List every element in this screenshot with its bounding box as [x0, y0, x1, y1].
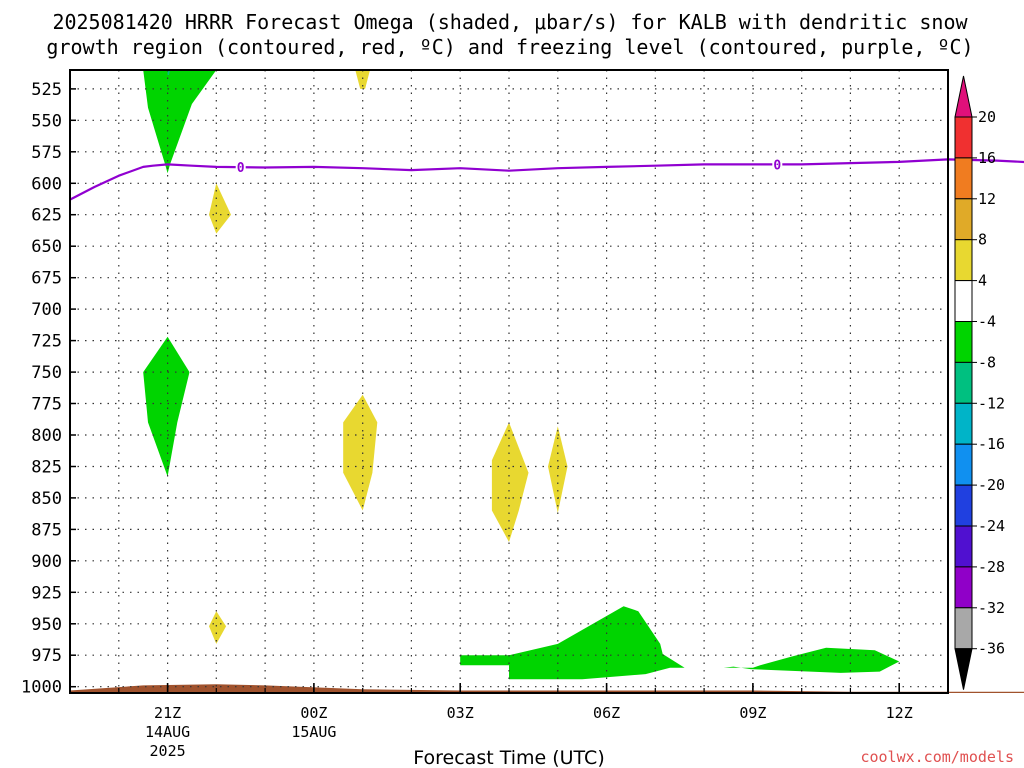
colorbar-label-3: 8: [978, 231, 987, 249]
colorbar-label-12: -32: [978, 599, 1005, 617]
y-tick-label-525: 525: [31, 80, 62, 100]
colorbar-segment-1: [954, 157, 973, 200]
colorbar-label-2: 12: [978, 190, 996, 208]
y-tick-label-775: 775: [31, 395, 62, 415]
colorbar-segment-3: [954, 239, 973, 282]
x-tick-label-5: 12Z: [886, 704, 913, 722]
omega-region-4: [143, 336, 190, 477]
omega-region-2: [355, 70, 370, 89]
x-tick-label-3: 06Z: [593, 704, 620, 722]
colorbar: 20 16 12 8 4 -4 -8 -12 -16 -20 -24 -28 -32 -36: [954, 75, 1005, 690]
colorbar-label-1: 16: [978, 149, 996, 167]
y-tick-label-950: 950: [31, 615, 62, 635]
credit-text: coolwx.com/models: [860, 748, 1014, 766]
x-tick-label-0: 21Z: [154, 704, 181, 722]
y-tick-label-550: 550: [31, 111, 62, 131]
colorbar-segment-5: [954, 321, 973, 363]
freezing-level-line: [69, 158, 1024, 201]
colorbar-segment-7: [954, 402, 973, 445]
colorbar-label-10: -24: [978, 517, 1005, 535]
omega-region-3: [209, 183, 231, 234]
colorbar-label-11: -28: [978, 558, 1005, 576]
omega-shading-layer: [143, 70, 900, 680]
x-tick-date-1: 15AUG: [291, 723, 336, 741]
y-tick-label-625: 625: [31, 206, 62, 226]
y-tick-label-925: 925: [31, 583, 62, 603]
plot-background: [70, 70, 948, 693]
freezing-level-label-0: 0: [237, 161, 245, 176]
y-tick-label-825: 825: [31, 458, 62, 478]
y-tick-label-600: 600: [31, 174, 62, 194]
omega-region-9: [460, 606, 900, 680]
y-tick-label-700: 700: [31, 300, 62, 320]
colorbar-segment-10: [954, 525, 973, 568]
omega-region-0: [143, 70, 217, 174]
y-tick-label-975: 975: [31, 646, 62, 666]
y-tick-label-850: 850: [31, 489, 62, 509]
colorbar-segment-9: [954, 484, 973, 527]
omega-region-8: [209, 611, 227, 644]
y-tick-label-725: 725: [31, 332, 62, 352]
colorbar-label-0: 20: [978, 108, 996, 126]
x-axis-label: Forecast Time (UTC): [413, 747, 604, 768]
y-tick-label-650: 650: [31, 237, 62, 257]
omega-region-6: [491, 422, 529, 542]
y-axis: 525 550 575 600 625 650 675 700 725 750 775 800 825 8…: [21, 80, 76, 698]
surface-terrain-layer: [70, 684, 1024, 693]
colorbar-bottom-arrow: [954, 648, 973, 690]
x-tick-label-4: 09Z: [739, 704, 766, 722]
freezing-level-label-bg-1: [772, 156, 783, 173]
colorbar-segment-2: [954, 198, 973, 241]
colorbar-label-8: -16: [978, 435, 1005, 453]
chart-title-line1: 2025081420 HRRR Forecast Omega (shaded, …: [52, 10, 968, 34]
omega-region-5: [343, 394, 378, 511]
colorbar-segment-12: [954, 607, 973, 650]
y-tick-label-575: 575: [31, 143, 62, 163]
colorbar-segment-11: [954, 566, 973, 609]
colorbar-segment-0: [954, 116, 973, 159]
colorbar-top-arrow: [954, 75, 973, 118]
x-tick-date-0: 14AUG: [145, 723, 190, 741]
colorbar-segment-6: [954, 361, 973, 404]
freezing-level-label-1: 0: [773, 158, 781, 173]
colorbar-label-6: -8: [978, 353, 996, 371]
colorbar-segment-8: [954, 443, 973, 486]
y-tick-label-750: 750: [31, 363, 62, 383]
omega-region-7: [548, 426, 568, 513]
x-tick-year-0: 2025: [150, 742, 186, 760]
colorbar-label-9: -20: [978, 476, 1005, 494]
y-tick-label-900: 900: [31, 552, 62, 572]
colorbar-label-4: 4: [978, 272, 987, 290]
surface-terrain: [70, 684, 1024, 693]
x-tick-label-1: 00Z: [300, 704, 327, 722]
y-tick-label-800: 800: [31, 426, 62, 446]
omega-region-1: [167, 70, 170, 75]
colorbar-label-5: -4: [978, 313, 996, 331]
y-tick-label-675: 675: [31, 269, 62, 289]
y-tick-label-1000: 1000: [21, 678, 62, 698]
x-tick-label-2: 03Z: [447, 704, 474, 722]
y-tick-label-875: 875: [31, 520, 62, 540]
freezing-level-label-bg-0: [235, 158, 246, 175]
colorbar-label-7: -12: [978, 394, 1005, 412]
colorbar-label-13: -36: [978, 640, 1005, 658]
colorbar-segment-4: [954, 280, 973, 323]
chart-title-line2: growth region (contoured, red, ºC) and f…: [46, 35, 973, 59]
